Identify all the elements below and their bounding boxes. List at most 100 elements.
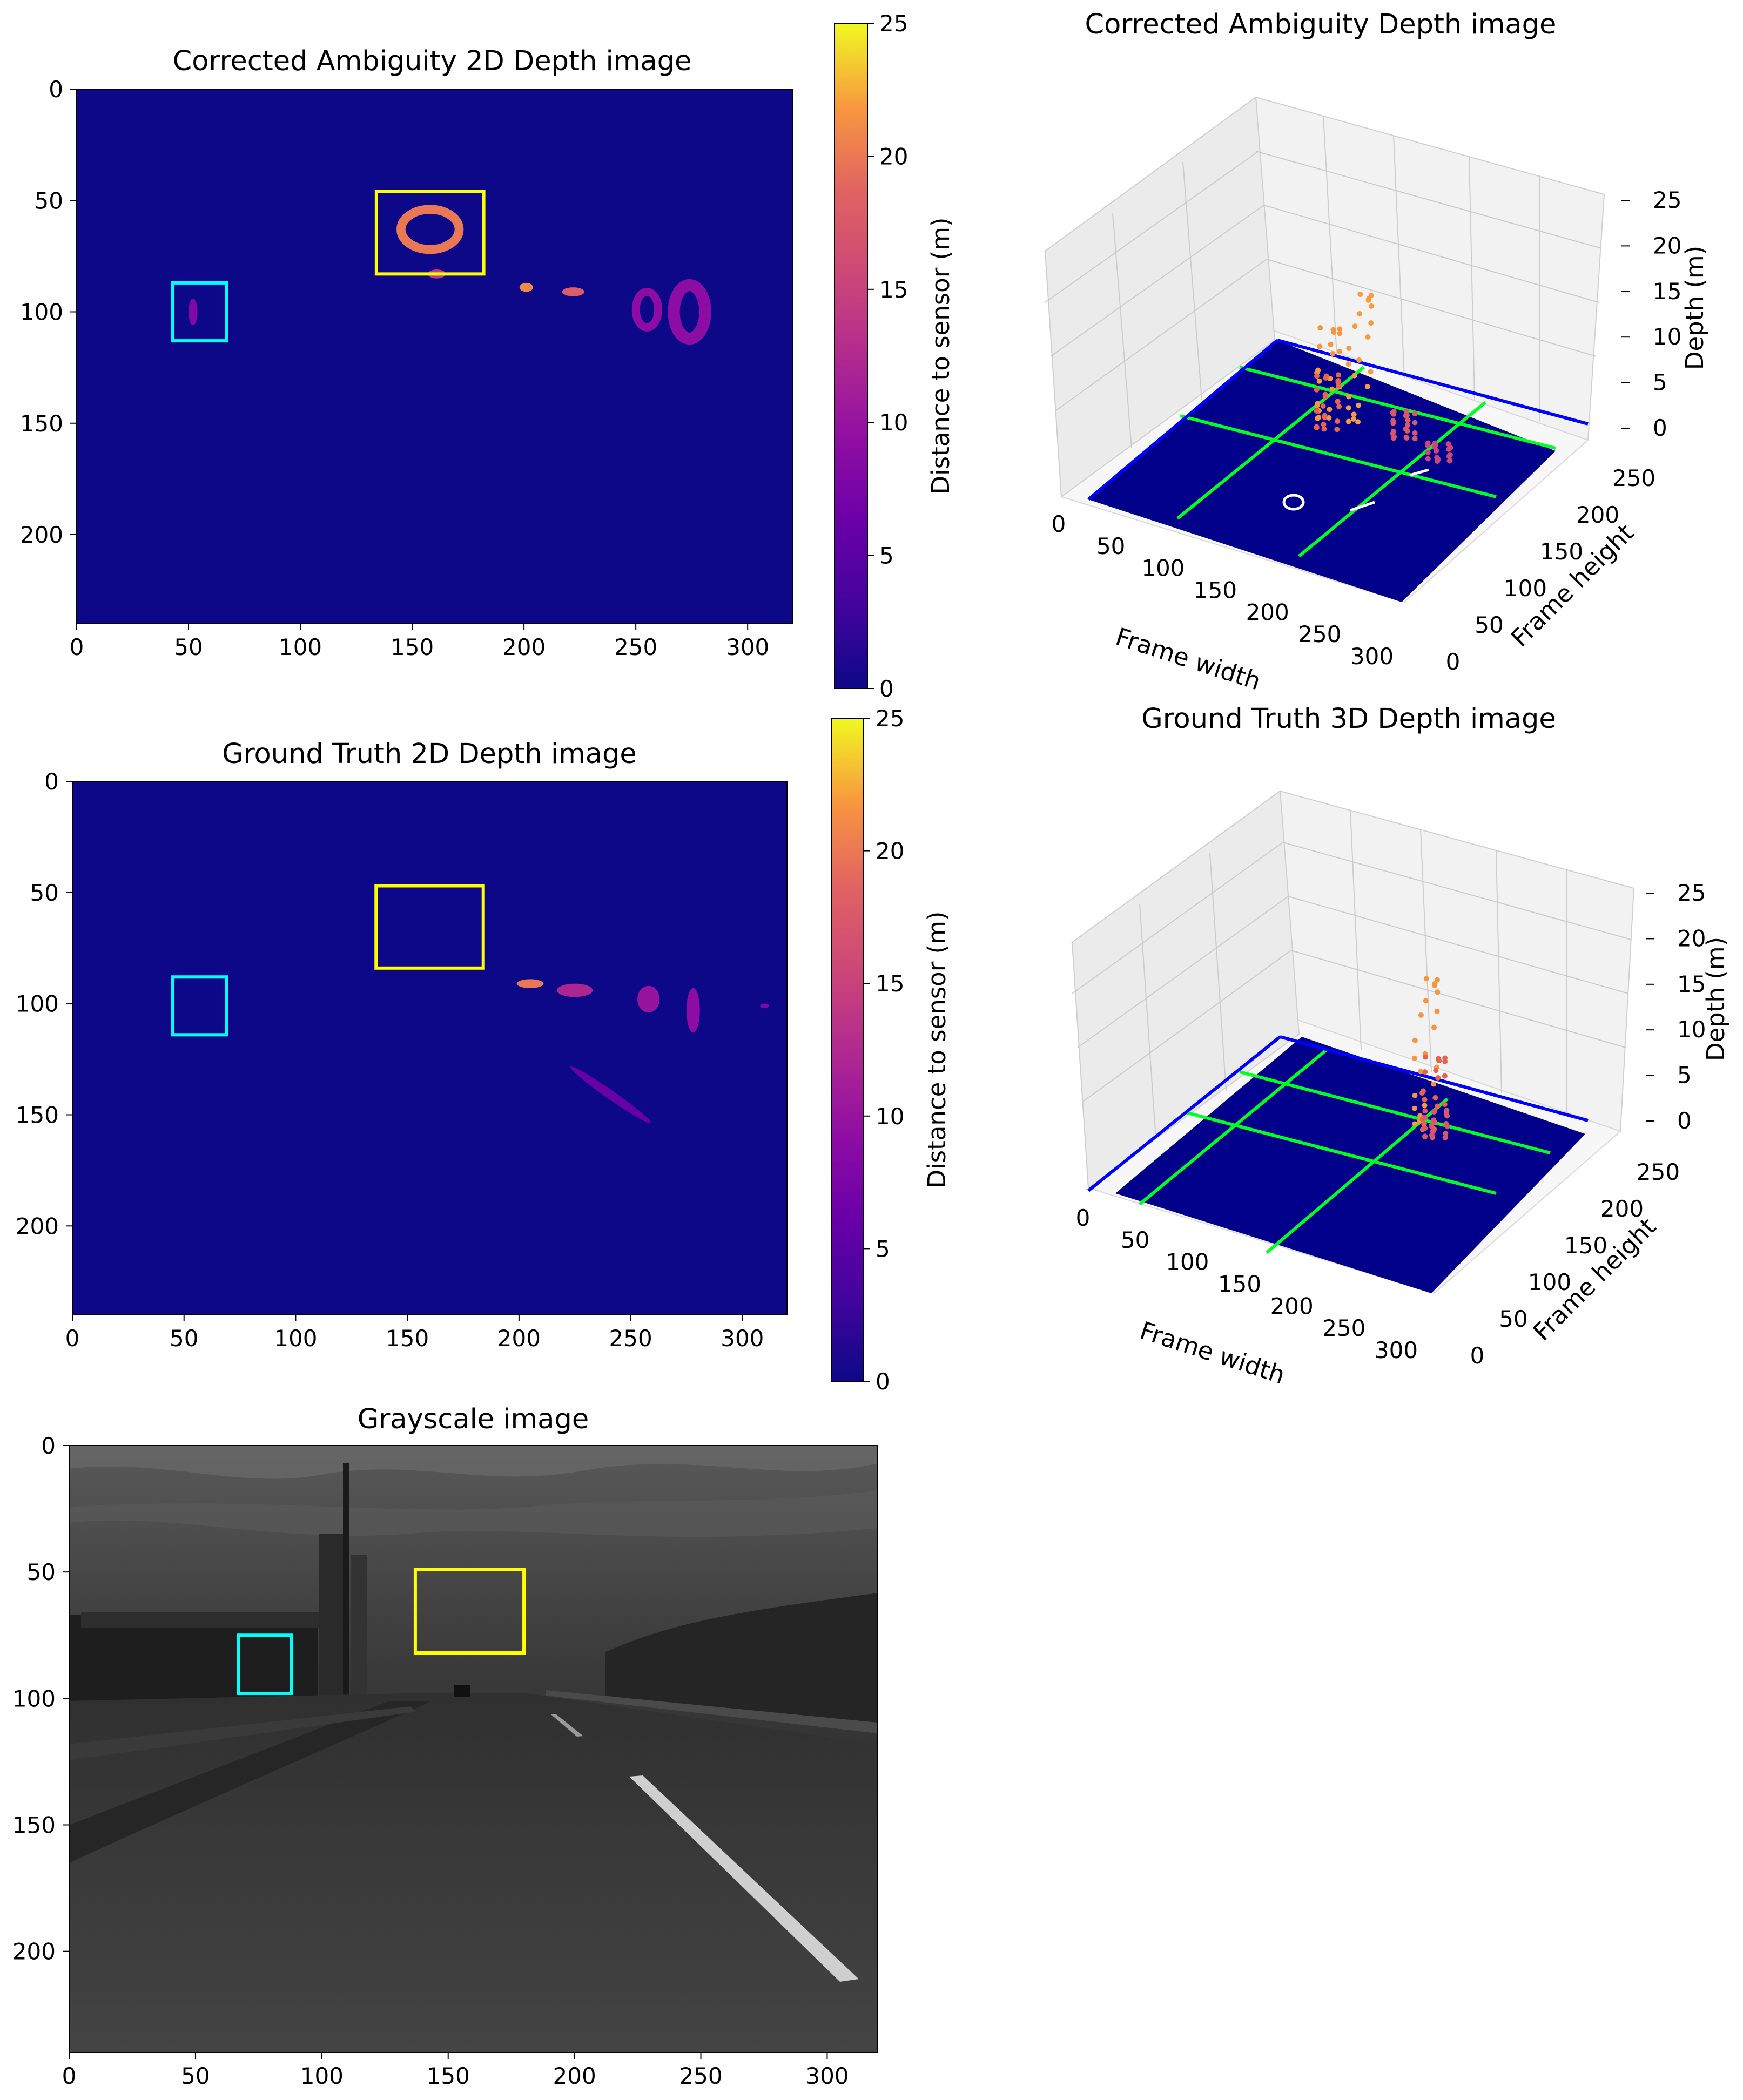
scatter-point [1322,413,1328,418]
scatter-point [1337,348,1343,354]
ztick-label: 15 [1653,278,1681,305]
xtick-label: 100 [274,1325,317,1352]
scatter-point [1317,343,1323,349]
ytick-label: 100 [12,1685,56,1712]
scatter-point [1442,1073,1448,1079]
ytick-label: 150 [12,1812,56,1839]
scatter-point [1431,1109,1437,1115]
scatter-points [1411,976,1450,1140]
ztick-label: 20 [1653,232,1681,259]
axes: 0 50 100 150 200 250 300 0 50 100 150 200 [12,1433,849,2089]
scatter-point [1422,1097,1428,1103]
xtick-label: 50 [1121,1227,1149,1253]
xtick-label: 0 [62,2063,77,2089]
scatter-point [1322,394,1328,400]
grayscale-image [69,1446,878,2052]
scatter-point [1435,456,1441,462]
heatmap-background [72,781,788,1315]
scatter-point [1448,445,1453,451]
panel-groundtruth-2d: Ground Truth 2D Depth image 0 50 100 150 200… [16,738,788,1352]
scatter-point [1432,1095,1438,1100]
ztick-label: 25 [1653,187,1681,213]
panel-corrected-2d: Corrected Ambiguity 2D Depth image 0 50 10… [20,45,793,660]
panel-title: Grayscale image [358,1403,589,1435]
scatter-point [1357,311,1363,317]
xtick-label: 200 [497,1325,541,1352]
ytick-label: 0 [49,76,63,103]
ztick-label: 20 [1677,925,1706,951]
scatter-point [1425,456,1431,462]
scatter-point [1335,399,1341,404]
depth-blob [516,979,544,988]
colorbar-groundtruth: 0 5 10 15 20 25 Distance to sensor (m) [831,705,951,1395]
scatter-point [1412,411,1418,417]
scatter-point [1337,330,1343,336]
scatter-point [1423,976,1429,982]
scatter-point [1403,408,1409,414]
border-lines-blue [1087,339,1589,501]
scatter-point [1422,1108,1428,1114]
colorbar-tick-label: 20 [876,838,904,865]
depth-blob [686,988,700,1033]
xtick-label: 300 [1375,1337,1418,1363]
zlabel: Depth (m) [1701,937,1730,1061]
colorbar-tick-label: 20 [879,143,908,170]
scatter-point [1357,292,1363,298]
scatter-point [1422,1134,1428,1140]
scatter-point [1412,436,1418,442]
scatter-point [1431,1081,1437,1087]
xtick-label: 250 [1298,621,1341,647]
scatter-point [1351,411,1357,417]
scatter-point [1315,401,1321,407]
xtick-label: 100 [1141,555,1185,582]
scatter-point [1330,350,1336,356]
scatter-point [1345,361,1351,367]
xtick-label: 150 [427,2063,470,2089]
panel-title: Ground Truth 2D Depth image [222,738,637,770]
scatter-point [1335,377,1341,383]
colorbar-ticks: 0 5 10 15 20 25 [867,10,908,702]
scatter-point [1321,426,1327,432]
colorbar-tick-label: 10 [879,409,908,436]
scatter-point [1404,428,1410,434]
xtick-label: 150 [391,634,434,660]
annotation-boxes [171,884,485,1037]
ztick-label: 15 [1677,971,1706,997]
scatter-point [1328,341,1334,347]
scatter-point [1422,1069,1428,1075]
scatter-point [1422,1115,1428,1121]
scatter-point [1345,418,1351,424]
scatter-point [1364,383,1370,389]
panel-groundtruth-3d: Ground Truth 3D Depth image [1071,703,1730,1390]
depth-blob [760,1003,769,1008]
scatter-point [1334,427,1340,433]
scatter-point [1421,1120,1427,1126]
scatter-point [1431,444,1437,450]
xtick-label: 0 [1076,1205,1091,1231]
ytick-label: 200 [1600,1196,1644,1222]
depth-blobs [516,979,769,1124]
scatter-point [1390,411,1396,417]
scatter-point [1323,375,1329,381]
depth-blob [562,287,584,296]
scatter-point [1435,1075,1441,1081]
depth-blob [557,983,593,997]
annotation-box [374,190,486,276]
depth-blob [631,287,662,332]
colorbar-tick-label: 25 [879,10,908,37]
scatter-point [1418,1012,1424,1018]
scatter-point [1412,1092,1418,1098]
scatter-point [1436,1056,1442,1062]
scatter-point [1425,449,1431,455]
ytick-label: 150 [1540,538,1583,565]
scatter-point [1423,998,1429,1004]
xtick-label: 250 [1322,1315,1365,1341]
ytick-label: 0 [1446,649,1461,675]
scatter-point [1447,457,1453,463]
ytick-label: 200 [16,1213,59,1239]
panel-grayscale: Grayscale image 0 50 100 150 200 250 300 0 50 100… [12,1403,878,2089]
scatter-point [1337,326,1343,332]
axes: 0 50 100 150 200 250 300 0 50 100 150 200 [16,768,764,1352]
